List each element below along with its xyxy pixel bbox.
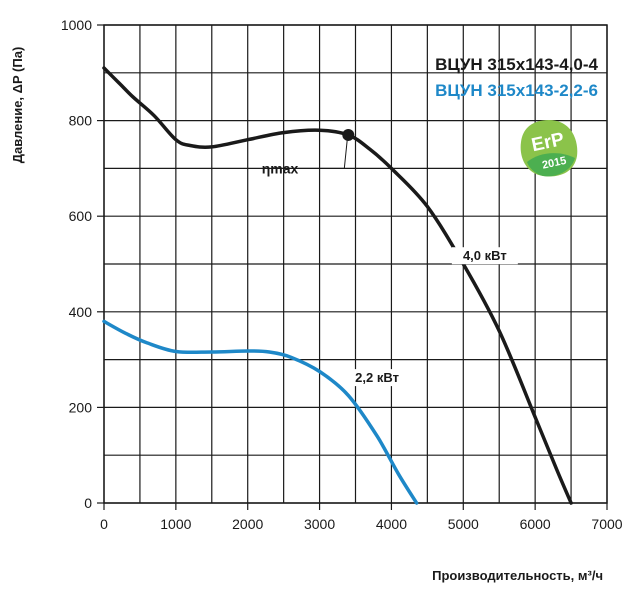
x-tick-label: 7000 <box>591 516 622 532</box>
eta-max-label: ηmax <box>262 160 299 176</box>
x-tick-label: 4000 <box>376 516 407 532</box>
x-tick-label: 5000 <box>448 516 479 532</box>
series-label-4kw: 4,0 кВт <box>463 248 507 263</box>
leaf-highlight <box>527 153 575 177</box>
y-tick-label: 800 <box>69 113 93 129</box>
series-lines <box>102 66 573 505</box>
y-tick-label: 400 <box>69 304 93 320</box>
y-tick-label: 200 <box>69 399 93 415</box>
legend-entry-2-2kw: ВЦУН 315х143-2,2-6 <box>435 81 598 100</box>
series-label-background <box>451 247 518 265</box>
y-axis-ticks: 0 200 400 600 800 1000 <box>61 17 104 511</box>
x-tick-label: 1000 <box>160 516 191 532</box>
legend-entry-4kw: ВЦУН 315х143-4,0-4 <box>435 55 598 74</box>
series-line-4kw <box>102 66 573 505</box>
legend: ВЦУН 315х143-4,0-4 ВЦУН 315х143-2,2-6 <box>435 55 598 100</box>
y-tick-label: 1000 <box>61 17 92 33</box>
x-axis-ticks: 0 1000 2000 3000 4000 5000 6000 7000 <box>100 503 623 532</box>
annotations: ηmax 4,0 кВт 2,2 кВт <box>262 128 518 387</box>
x-tick-label: 2000 <box>232 516 263 532</box>
series-label-2-2kw: 2,2 кВт <box>355 370 399 385</box>
badge-year: 2015 <box>541 155 567 172</box>
y-tick-label: 0 <box>84 495 92 511</box>
series-line-2-2kw <box>102 319 419 505</box>
x-tick-label: 6000 <box>520 516 551 532</box>
eta-max-point <box>342 128 355 141</box>
x-axis-label: Производительность, м³/ч <box>432 568 603 583</box>
plot-frame <box>103 24 608 504</box>
y-axis-label: Давление, ΔP (Па) <box>10 47 25 164</box>
eta-leader-line <box>343 138 348 169</box>
y-tick-label: 600 <box>69 208 93 224</box>
x-tick-label: 3000 <box>304 516 335 532</box>
series-label-background <box>344 369 411 387</box>
x-tick-label: 0 <box>100 516 108 532</box>
erp-2015-badge: ErP 2015 <box>520 120 578 177</box>
